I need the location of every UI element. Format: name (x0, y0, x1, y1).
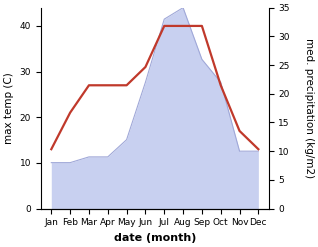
Y-axis label: med. precipitation (kg/m2): med. precipitation (kg/m2) (304, 38, 314, 178)
Y-axis label: max temp (C): max temp (C) (4, 72, 14, 144)
X-axis label: date (month): date (month) (114, 233, 196, 243)
